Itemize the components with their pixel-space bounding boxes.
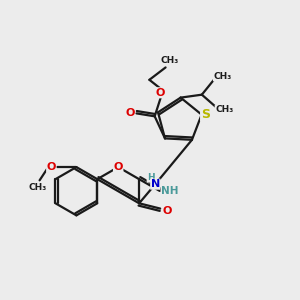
Text: CH₃: CH₃ [215, 106, 233, 115]
Text: O: O [156, 88, 165, 98]
Text: NH: NH [161, 186, 179, 196]
Text: O: O [47, 162, 56, 172]
Text: O: O [125, 108, 135, 118]
Text: O: O [113, 162, 123, 172]
Text: H: H [147, 173, 155, 182]
Text: S: S [201, 108, 210, 121]
Text: CH₃: CH₃ [213, 72, 232, 81]
Text: CH₃: CH₃ [161, 56, 179, 65]
Text: N: N [151, 179, 160, 189]
Text: O: O [162, 206, 172, 216]
Text: CH₃: CH₃ [29, 183, 47, 192]
